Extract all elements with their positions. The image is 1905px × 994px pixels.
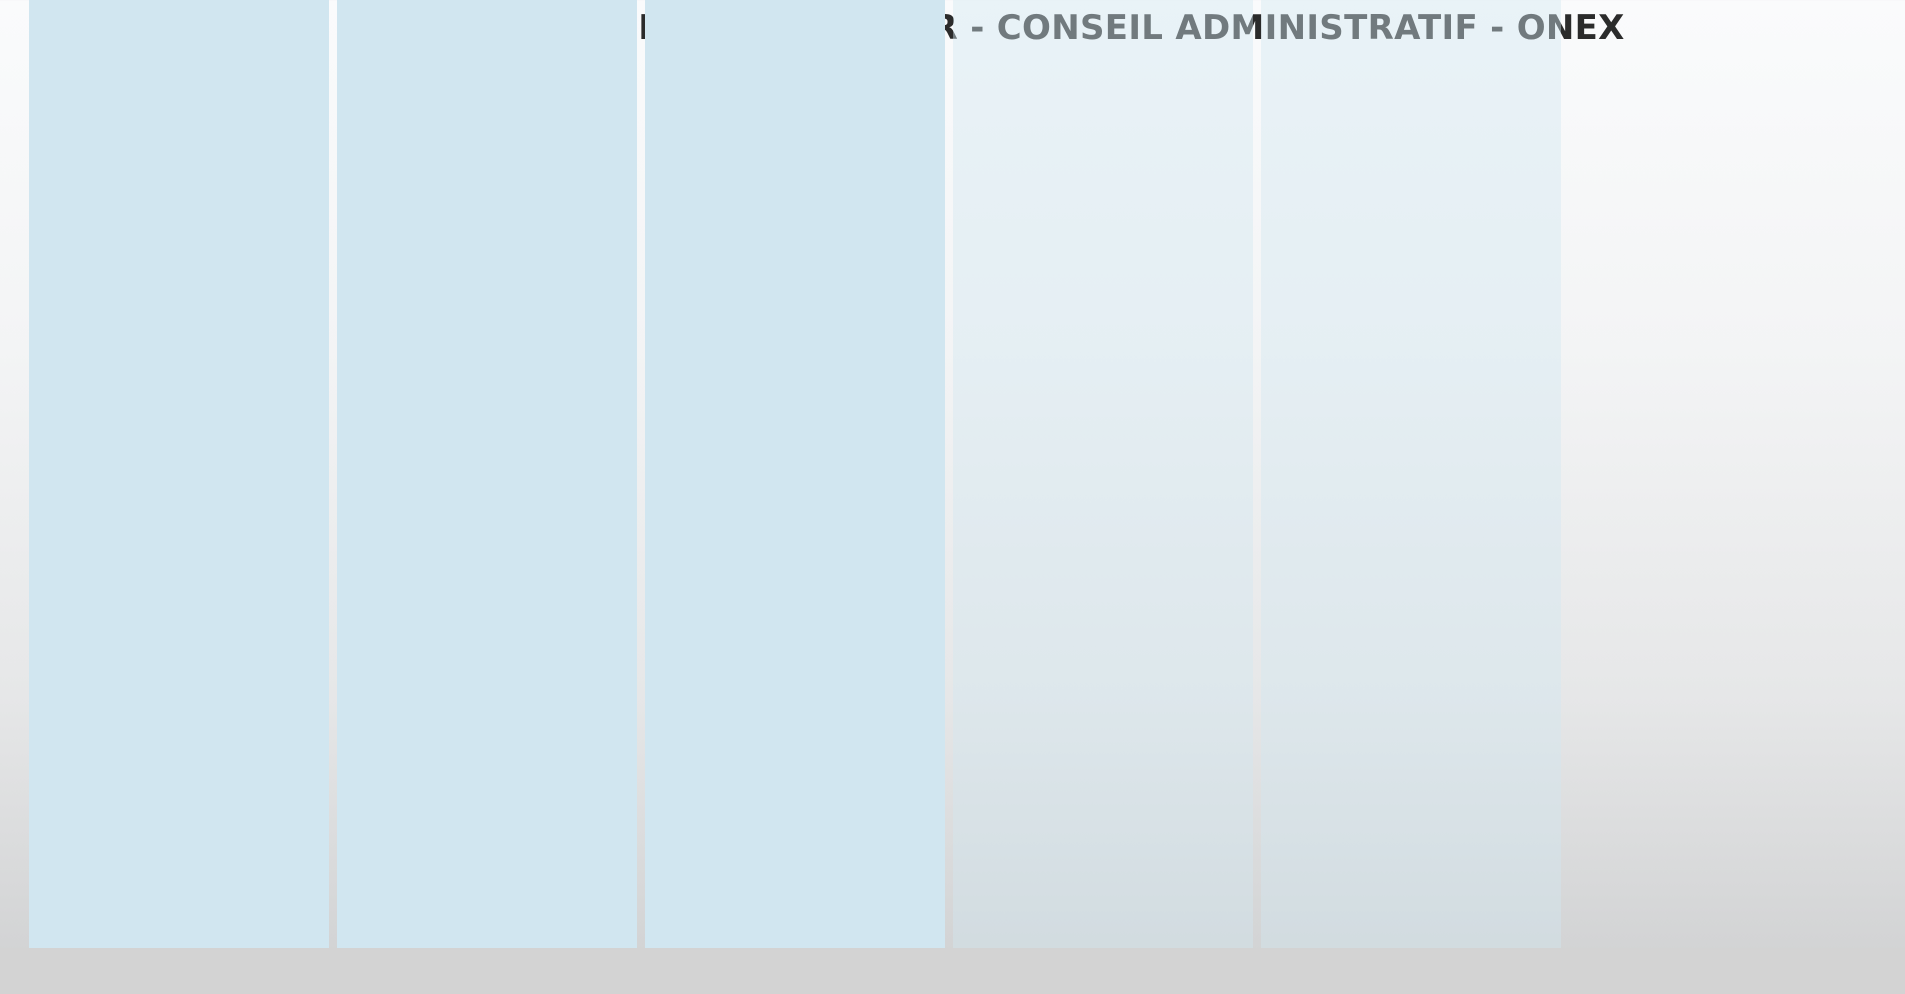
candidate-column: MAIRIEAMBORD CédricMCG36.0% — [1261, 0, 1561, 948]
bar — [29, 0, 329, 948]
bar — [337, 0, 637, 948]
bar — [645, 0, 945, 948]
candidate-column: GAUTHIER RomainVE - PS43.4% — [953, 0, 1253, 948]
bar — [1261, 0, 1561, 948]
bar — [953, 0, 1253, 948]
candidate-column: KLEINER AnneLE CENTRE ONEX51.6% — [29, 0, 329, 948]
candidate-column: YUNUS EBENER MaryamVE - PS47.9% — [337, 0, 637, 948]
bottom-band — [0, 948, 1905, 994]
candidate-column: PASQUIER Jean-PierreALLIANCE ONESIENNE45… — [645, 0, 945, 948]
